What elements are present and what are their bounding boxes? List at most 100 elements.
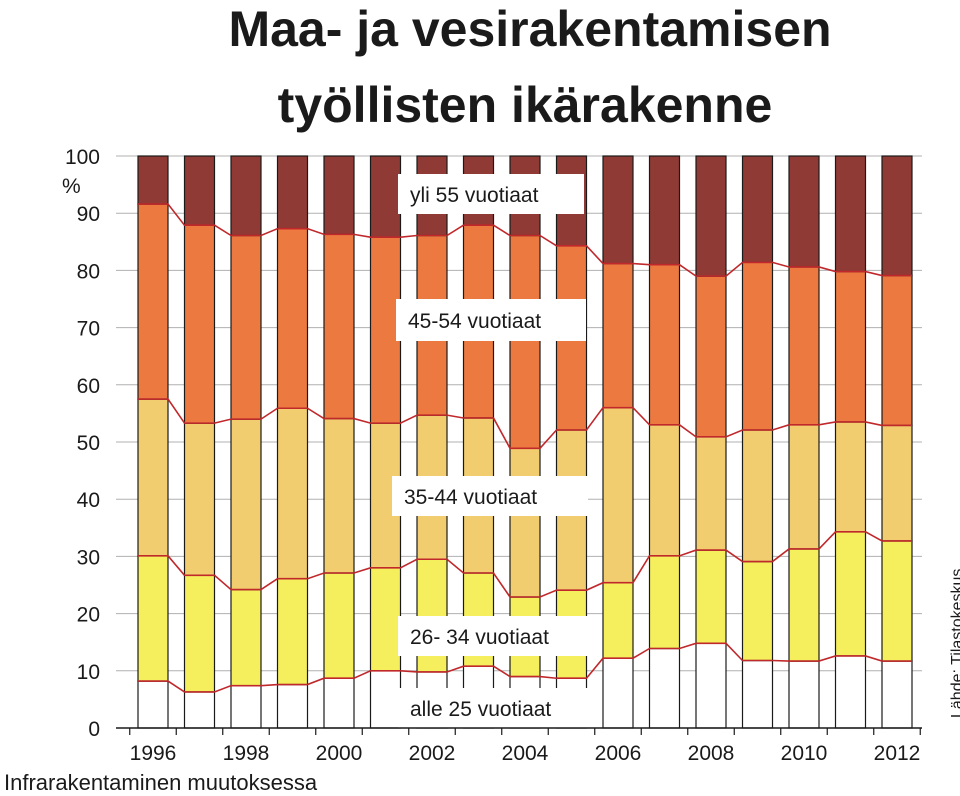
bar-segment-1-1998 xyxy=(230,685,262,729)
bar-segment-1-1996 xyxy=(137,680,169,729)
bar-segment-3-1998 xyxy=(230,418,262,591)
bar-segment-1-2011 xyxy=(834,655,867,729)
y-tick-label-90: 90 xyxy=(77,203,100,226)
bar-segment-4-1998 xyxy=(230,234,262,420)
bar-segment-5-1999 xyxy=(276,155,309,230)
source-text: Lähde: Tilastokeskus xyxy=(949,569,960,718)
bar-segment-4-2012 xyxy=(881,274,913,427)
bar-segment-1-2012 xyxy=(881,660,913,729)
bar-segment-2-2000 xyxy=(323,572,355,679)
series-label-3: 35-44 vuotiaat xyxy=(404,486,537,509)
y-tick-label-100: 100 xyxy=(65,146,100,169)
bar-segment-1-2001 xyxy=(369,670,402,729)
bar-segment-1-1999 xyxy=(276,683,309,729)
bar-segment-2-1999 xyxy=(276,578,309,686)
bar-segment-3-2004 xyxy=(509,447,541,598)
bar-segment-4-2001 xyxy=(369,236,402,424)
y-tick-label-10: 10 xyxy=(77,661,100,684)
y-tick-label-40: 40 xyxy=(77,489,100,512)
bar-segment-2-2009 xyxy=(741,560,774,662)
bar-segment-3-2007 xyxy=(648,424,681,557)
bar-segment-3-1996 xyxy=(137,398,169,557)
bar-segment-3-2000 xyxy=(323,417,355,574)
boundary-line-3 xyxy=(138,398,912,450)
bar-segment-5-1996 xyxy=(137,155,169,205)
boundary-line-2 xyxy=(138,531,912,598)
bar-segment-4-1996 xyxy=(137,203,169,400)
bar-segment-5-2010 xyxy=(788,155,820,268)
bar-segment-5-2000 xyxy=(323,155,355,235)
y-tick-label-20: 20 xyxy=(77,604,100,627)
bar-segment-3-2012 xyxy=(881,424,913,542)
bar-segment-5-2008 xyxy=(695,155,727,277)
bar-segment-3-1997 xyxy=(183,422,216,576)
x-tick-label-2012: 2012 xyxy=(874,742,921,765)
bar-segment-2-2008 xyxy=(695,549,727,644)
bar-segment-3-1999 xyxy=(276,407,309,580)
y-tick-label-0: 0 xyxy=(88,718,100,741)
y-tick-label-70: 70 xyxy=(77,318,100,341)
series-label-box-2 xyxy=(396,299,586,341)
series-label-4: 26- 34 vuotiaat xyxy=(410,626,549,649)
x-tick-label-1998: 1998 xyxy=(223,742,270,765)
bar-segment-3-2010 xyxy=(788,424,820,550)
series-label-box-1 xyxy=(398,174,584,214)
bar-segment-2-2001 xyxy=(369,567,402,672)
y-tick-label-50: 50 xyxy=(77,432,100,455)
x-tick-label-2006: 2006 xyxy=(595,742,642,765)
axes: 1996 1998 2000 2002 2004 2006 2008 2010 2012 xyxy=(116,727,922,765)
bar-segment-4-1999 xyxy=(276,228,309,409)
bar-segment-5-2006 xyxy=(602,155,634,265)
boundary-line-4 xyxy=(138,203,912,277)
y-tick-label-30: 30 xyxy=(77,546,100,569)
chart-title-line-2: työllisten ikärakenne xyxy=(278,77,773,133)
bar-segment-1-2000 xyxy=(323,677,355,729)
y-axis-unit-label: % xyxy=(62,175,81,198)
bar-segment-2-2007 xyxy=(648,555,681,650)
x-tick-label-2002: 2002 xyxy=(409,742,456,765)
bar-segment-3-2008 xyxy=(695,436,727,551)
bar-segment-5-1998 xyxy=(230,155,262,237)
bar-segment-4-2009 xyxy=(741,261,774,431)
bar-segment-4-2007 xyxy=(648,264,681,426)
bar-segment-3-2006 xyxy=(602,407,634,584)
bar-segment-3-2009 xyxy=(741,429,774,563)
bar-segment-3-2011 xyxy=(834,421,867,533)
bar-segment-1-2006 xyxy=(602,657,634,729)
series-label-box-5 xyxy=(398,688,594,728)
bar-segment-4-2006 xyxy=(602,262,634,409)
bar-segment-1-1997 xyxy=(183,691,216,729)
bar-segment-5-2009 xyxy=(741,155,774,263)
bar-segment-2-1996 xyxy=(137,555,169,682)
bar-segment-2-2010 xyxy=(788,548,820,662)
x-tick-label-2010: 2010 xyxy=(781,742,828,765)
bar-segment-5-1997 xyxy=(183,155,216,226)
x-tick-label-1996: 1996 xyxy=(130,742,177,765)
bar-segment-5-2001 xyxy=(369,155,402,238)
bar-segment-2-2011 xyxy=(834,531,867,657)
bar-segment-2-2006 xyxy=(602,582,634,659)
bar-segment-4-2008 xyxy=(695,275,727,438)
bar-segment-2-2012 xyxy=(881,540,913,662)
bar-segment-2-1998 xyxy=(230,588,262,687)
bar-segment-1-2007 xyxy=(648,647,681,729)
x-tick-label-2004: 2004 xyxy=(502,742,549,765)
y-tick-label-80: 80 xyxy=(77,260,100,283)
boundary-line-1 xyxy=(138,642,912,693)
y-tick-label-60: 60 xyxy=(77,375,100,398)
bar-segment-4-1997 xyxy=(183,224,216,424)
series-label-1: yli 55 vuotiaat xyxy=(410,184,539,207)
bar-segment-1-2010 xyxy=(788,660,820,729)
x-tick-label-2008: 2008 xyxy=(688,742,735,765)
series-label-box-4 xyxy=(398,616,594,656)
bar-segment-4-2004 xyxy=(509,234,541,449)
bar-segment-4-2000 xyxy=(323,233,355,420)
bar-segment-5-2012 xyxy=(881,155,913,277)
bar-segment-1-2009 xyxy=(741,659,774,729)
series-label-5: alle 25 vuotiaat xyxy=(410,698,551,721)
series-label-2: 45-54 vuotiaat xyxy=(408,310,541,333)
x-tick-label-2000: 2000 xyxy=(316,742,363,765)
series-label-box-3 xyxy=(392,476,588,516)
bar-segment-4-2011 xyxy=(834,270,867,423)
